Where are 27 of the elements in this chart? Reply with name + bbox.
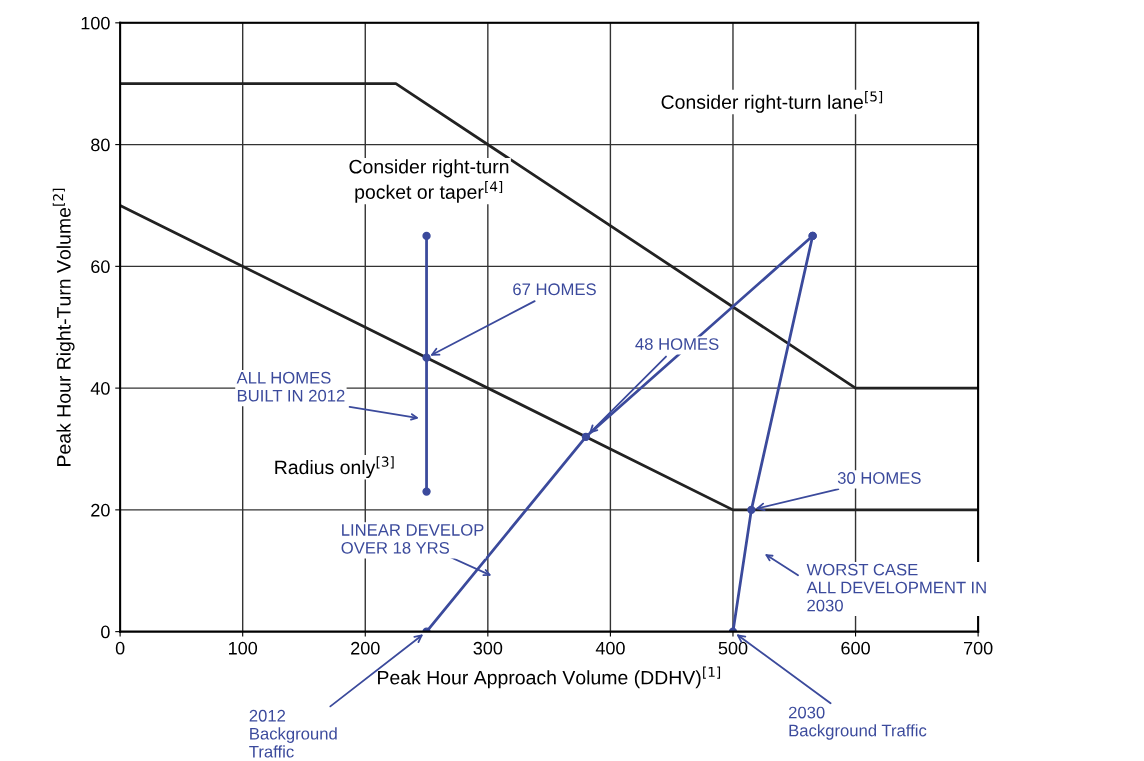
annotation: 67 HOMES (513, 283, 596, 296)
y-tick-label: 20 (91, 503, 110, 517)
x-tick-label: 400 (595, 641, 625, 655)
x-tick-label: 200 (351, 641, 380, 655)
y-tick-label: 80 (91, 138, 110, 152)
x-tick-label: 700 (963, 641, 993, 655)
annotation: WORST CASE ALL DEVELOPMENT IN 2030 (806, 563, 986, 612)
annotation: 2030 Background Traffic (788, 706, 927, 740)
annotation: 2012 Background Traffic (249, 709, 337, 758)
annotation: Radius only$^{[3]}$ (275, 456, 394, 479)
annotation: 48 HOMES (635, 338, 719, 350)
x-axis-title: Peak Hour Approach Volume (DDHV)$^{[1]}$ (378, 666, 721, 689)
annotation: LINEAR DEVELOP OVER 18 YRS (341, 524, 484, 554)
x-tick-label: 600 (841, 641, 870, 655)
y-axis-title: Peak Hour Right-Turn Volume$^{[2]}$ (52, 188, 75, 466)
annotation: ALL HOMES BUILT IN 2012 (236, 371, 345, 402)
y-tick-label: 40 (90, 382, 110, 395)
annotation: Consider right-turn pocket or taper$^{[4]}$ (349, 159, 509, 203)
x-tick-label: 500 (718, 641, 748, 655)
y-tick-label: 60 (91, 260, 110, 274)
x-tick-label: 100 (229, 641, 258, 655)
y-tick-label: 100 (81, 16, 110, 30)
annotation: Consider right-turn lane$^{[5]}$ (661, 90, 883, 113)
annotation: 30 HOMES (837, 472, 921, 484)
y-tick-label: 0 (101, 625, 110, 639)
x-tick-label: 0 (115, 641, 125, 655)
x-tick-label: 300 (473, 641, 503, 655)
